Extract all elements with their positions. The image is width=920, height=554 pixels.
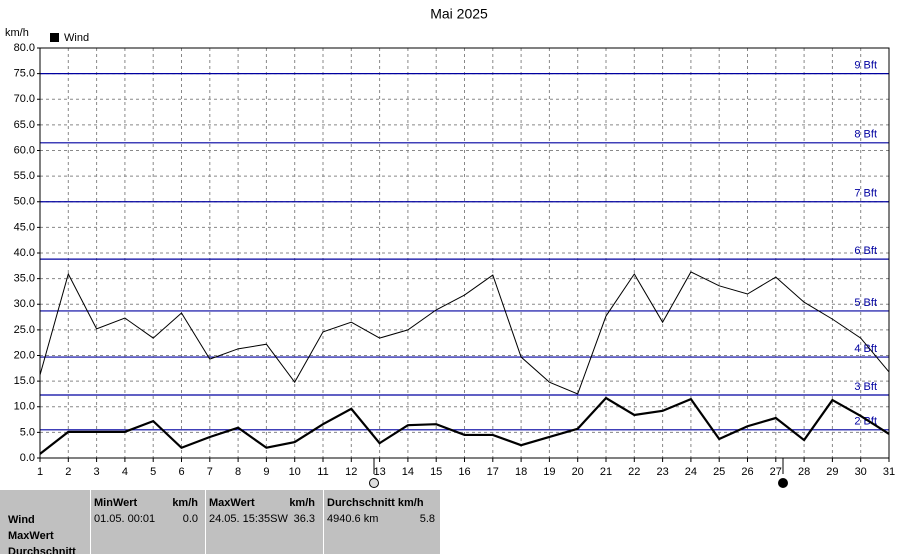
x-tick-label: 8	[235, 466, 241, 478]
x-tick-label: 7	[207, 466, 213, 478]
beaufort-label: 3 Bft	[854, 381, 877, 393]
plot-frame	[39, 47, 890, 459]
legend-label: Wind	[64, 32, 89, 44]
y-tick-label: 40.0	[14, 247, 35, 259]
x-tick-label: 14	[402, 466, 414, 478]
x-tick-label: 27	[770, 466, 782, 478]
y-tick-label: 55.0	[14, 170, 35, 182]
y-tick-label: 75.0	[14, 68, 35, 80]
legend-swatch	[50, 33, 59, 42]
panel-blank	[440, 490, 920, 554]
x-tick-label: 6	[178, 466, 184, 478]
x-tick-label: 10	[289, 466, 301, 478]
y-tick-label: 35.0	[14, 273, 35, 285]
cell-bg	[205, 490, 321, 554]
y-tick-label: 60.0	[14, 144, 35, 156]
x-tick-label: 23	[656, 466, 668, 478]
x-tick-label: 16	[458, 466, 470, 478]
wind-line	[39, 271, 890, 395]
wind-line	[39, 396, 890, 455]
x-tick-label: 19	[543, 466, 555, 478]
x-tick-label: 11	[317, 466, 328, 478]
x-tick-label: 9	[263, 466, 269, 478]
column-unit: km/h	[172, 497, 198, 509]
stats-panel: Wind MaxWert Durchschnitt MinWert km/h 01.05.…	[0, 490, 920, 554]
row-label: Durchschnitt	[8, 546, 76, 554]
y-tick-label: 50.0	[14, 196, 35, 208]
x-tick-label: 18	[515, 466, 527, 478]
row-label: MaxWert	[8, 530, 54, 542]
beaufort-label: 5 Bft	[854, 297, 877, 309]
x-tick-label: 13	[373, 466, 385, 478]
x-tick-label: 30	[855, 466, 867, 478]
y-tick-label: 30.0	[14, 298, 35, 310]
column-unit: km/h	[289, 497, 315, 509]
x-tick-label: 12	[345, 466, 357, 478]
x-tick-label: 20	[572, 466, 584, 478]
cell-value: 5.8	[419, 513, 435, 525]
y-tick-label: 70.0	[14, 93, 35, 105]
beaufort-label: 4 Bft	[854, 343, 877, 355]
y-tick-label: 5.0	[20, 426, 35, 438]
x-tick-label: 2	[65, 466, 71, 478]
y-axis-label: km/h	[5, 27, 29, 39]
x-tick-label: 15	[430, 466, 442, 478]
beaufort-label: 6 Bft	[854, 245, 877, 257]
cell-bg	[90, 490, 204, 554]
column-title: MinWert	[94, 497, 138, 509]
x-tick-label: 31	[883, 466, 895, 478]
x-tick-label: 28	[798, 466, 810, 478]
y-tick-label: 45.0	[14, 221, 35, 233]
y-tick-label: 65.0	[14, 119, 35, 131]
x-tick-label: 26	[741, 466, 753, 478]
y-tick-label: 0.0	[20, 452, 35, 464]
cell-value: 36.3	[293, 513, 315, 525]
x-tick-label: 25	[713, 466, 725, 478]
x-tick-label: 21	[600, 466, 612, 478]
y-tick-label: 80.0	[14, 42, 35, 54]
column-title: Durchschnitt km/h	[327, 497, 424, 509]
beaufort-label: 2 Bft	[854, 416, 877, 428]
x-tick-label: 24	[685, 466, 697, 478]
cell-bg	[323, 490, 441, 554]
column-title: MaxWert	[209, 497, 255, 509]
x-tick-label: 5	[150, 466, 156, 478]
x-tick-label: 4	[122, 466, 128, 478]
row-label: Wind	[8, 514, 35, 526]
beaufort-label: 7 Bft	[854, 188, 877, 200]
moon-icon	[369, 478, 379, 488]
chart: Mai 2025 km/h Wind 0.0 5.0 10.0 15.0 20.0 25.…	[5, 6, 895, 488]
x-tick-label: 17	[487, 466, 499, 478]
y-tick-label: 15.0	[14, 375, 35, 387]
x-tick-label: 3	[94, 466, 100, 478]
y-tick-label: 25.0	[14, 324, 35, 336]
cell-when: 4940.6 km	[327, 513, 379, 525]
x-tick-label: 29	[826, 466, 838, 478]
cell-value: 0.0	[182, 513, 198, 525]
moon-icon	[778, 478, 788, 488]
cell-when: 01.05. 00:01	[94, 513, 156, 525]
x-tick-label: 22	[628, 466, 640, 478]
beaufort-label: 9 Bft	[854, 60, 877, 72]
y-tick-label: 10.0	[14, 401, 35, 413]
beaufort-label: 8 Bft	[854, 129, 877, 141]
chart-title: Mai 2025	[430, 6, 488, 22]
x-tick-label: 1	[37, 466, 43, 478]
cell-when: 24.05. 15:35SW	[209, 513, 288, 525]
y-tick-label: 20.0	[14, 349, 35, 361]
